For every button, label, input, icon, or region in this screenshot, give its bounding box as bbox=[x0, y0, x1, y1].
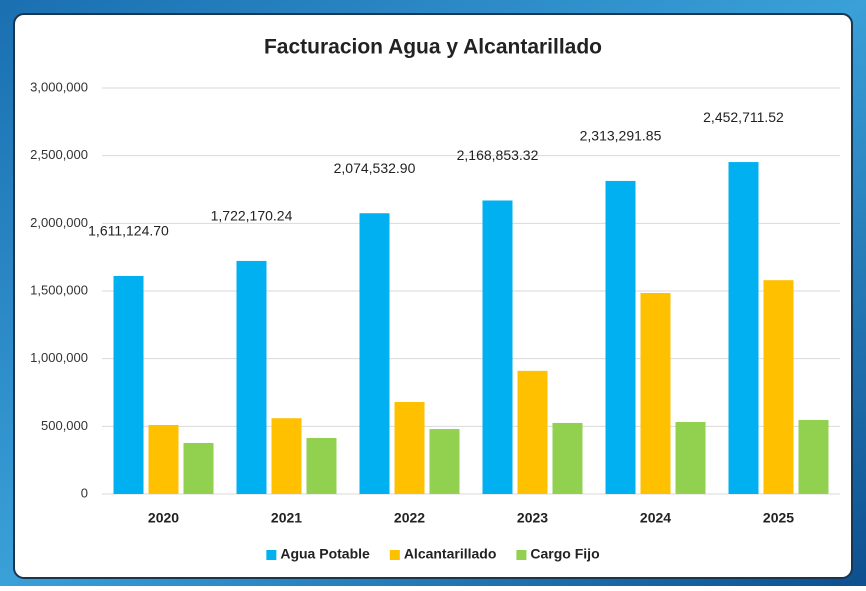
x-tick-label: 2024 bbox=[640, 510, 671, 526]
bar bbox=[306, 437, 337, 494]
x-tick-label: 2021 bbox=[271, 510, 302, 526]
bar bbox=[148, 424, 179, 494]
bar bbox=[113, 275, 144, 494]
bar bbox=[394, 401, 425, 494]
y-tick-label: 2,500,000 bbox=[30, 147, 88, 162]
bar bbox=[728, 162, 759, 494]
x-tick-label: 2025 bbox=[763, 510, 794, 526]
y-tick-label: 0 bbox=[81, 485, 88, 500]
bar bbox=[552, 422, 583, 494]
y-tick-label: 1,500,000 bbox=[30, 282, 88, 297]
bar bbox=[798, 419, 829, 494]
legend-label: Agua Potable bbox=[280, 546, 370, 562]
bar bbox=[271, 418, 302, 494]
y-tick-label: 3,000,000 bbox=[30, 79, 88, 94]
data-label: 2,313,291.85 bbox=[580, 128, 662, 144]
bar bbox=[605, 180, 636, 494]
x-tick-label: 2020 bbox=[148, 510, 179, 526]
legend-label: Alcantarillado bbox=[404, 546, 497, 562]
bar bbox=[482, 200, 513, 494]
legend-swatch bbox=[389, 550, 400, 560]
bar bbox=[517, 370, 548, 494]
data-label: 1,722,170.24 bbox=[211, 208, 293, 224]
bar bbox=[359, 213, 390, 494]
data-label: 1,611,124.70 bbox=[88, 223, 169, 239]
y-tick-label: 1,000,000 bbox=[30, 350, 88, 365]
y-tick-label: 2,000,000 bbox=[30, 215, 88, 230]
bar bbox=[675, 422, 706, 494]
data-label: 2,168,853.32 bbox=[457, 147, 539, 163]
x-tick-label: 2023 bbox=[517, 510, 548, 526]
data-label: 2,074,532.90 bbox=[334, 160, 416, 176]
legend-swatch bbox=[266, 550, 277, 560]
chart-title: Facturacion Agua y Alcantarillado bbox=[264, 36, 602, 59]
data-label: 2,452,711.52 bbox=[703, 109, 784, 125]
bar bbox=[429, 429, 460, 494]
x-tick-label: 2022 bbox=[394, 510, 425, 526]
bar bbox=[236, 260, 267, 494]
bar bbox=[640, 293, 671, 494]
legend-swatch bbox=[516, 550, 527, 560]
legend-label: Cargo Fijo bbox=[530, 546, 599, 562]
y-tick-label: 500,000 bbox=[41, 418, 88, 433]
bar bbox=[183, 442, 214, 494]
bar bbox=[763, 280, 794, 494]
